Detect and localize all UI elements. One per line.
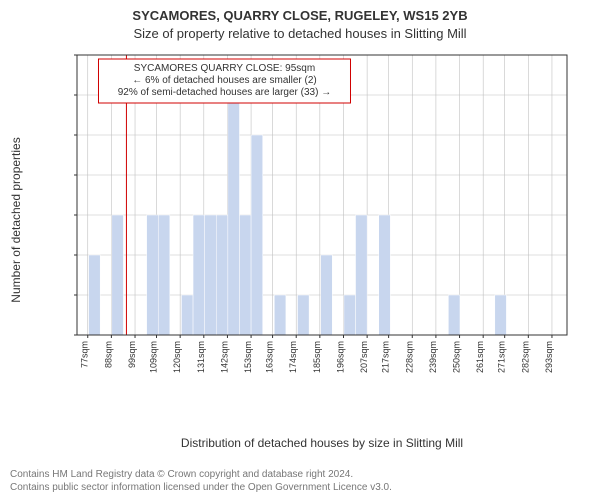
svg-text:239sqm: 239sqm — [428, 341, 438, 373]
histogram-bar — [205, 215, 217, 335]
annotation-line: 92% of semi-detached houses are larger (… — [118, 87, 331, 98]
svg-text:293sqm: 293sqm — [544, 341, 554, 373]
footer-line1: Contains HM Land Registry data © Crown c… — [10, 468, 392, 481]
histogram-bar — [112, 215, 124, 335]
svg-text:174sqm: 174sqm — [288, 341, 298, 373]
svg-text:163sqm: 163sqm — [265, 341, 275, 373]
svg-text:77sqm: 77sqm — [80, 341, 90, 368]
y-axis-label: Number of detached properties — [9, 137, 23, 302]
histogram-bar — [274, 295, 286, 335]
svg-text:261sqm: 261sqm — [475, 341, 485, 373]
histogram-bar — [228, 95, 240, 335]
histogram-chart: 0123456777sqm88sqm99sqm109sqm120sqm131sq… — [72, 50, 572, 390]
histogram-bar — [356, 215, 368, 335]
chart-svg: 0123456777sqm88sqm99sqm109sqm120sqm131sq… — [72, 50, 572, 390]
chart-title-line2: Size of property relative to detached ho… — [0, 26, 600, 41]
histogram-bar — [193, 215, 205, 335]
svg-text:217sqm: 217sqm — [381, 341, 391, 373]
svg-text:185sqm: 185sqm — [312, 341, 322, 373]
histogram-bar — [89, 255, 101, 335]
svg-text:196sqm: 196sqm — [335, 341, 345, 373]
svg-text:153sqm: 153sqm — [243, 341, 253, 373]
footer-attribution: Contains HM Land Registry data © Crown c… — [10, 468, 392, 494]
histogram-bar — [344, 295, 356, 335]
histogram-bar — [147, 215, 159, 335]
svg-text:88sqm: 88sqm — [103, 341, 113, 368]
footer-line2: Contains public sector information licen… — [10, 481, 392, 494]
svg-text:250sqm: 250sqm — [452, 341, 462, 373]
svg-text:207sqm: 207sqm — [359, 341, 369, 373]
chart-title-line1: SYCAMORES, QUARRY CLOSE, RUGELEY, WS15 2… — [0, 8, 600, 23]
svg-text:282sqm: 282sqm — [520, 341, 530, 373]
annotation-line: SYCAMORES QUARRY CLOSE: 95sqm — [134, 63, 315, 74]
histogram-bar — [379, 215, 391, 335]
chart-container: SYCAMORES, QUARRY CLOSE, RUGELEY, WS15 2… — [0, 0, 600, 500]
svg-text:109sqm: 109sqm — [149, 341, 159, 373]
svg-text:99sqm: 99sqm — [127, 341, 137, 368]
histogram-bar — [239, 215, 251, 335]
histogram-bar — [181, 295, 193, 335]
svg-text:131sqm: 131sqm — [196, 341, 206, 373]
histogram-bar — [251, 135, 263, 335]
histogram-bar — [298, 295, 310, 335]
histogram-bar — [216, 215, 228, 335]
histogram-bar — [495, 295, 507, 335]
svg-text:228sqm: 228sqm — [404, 341, 414, 373]
histogram-bar — [321, 255, 333, 335]
x-axis-label: Distribution of detached houses by size … — [72, 436, 572, 450]
svg-text:120sqm: 120sqm — [172, 341, 182, 373]
histogram-bar — [448, 295, 460, 335]
annotation-line: ← 6% of detached houses are smaller (2) — [132, 75, 317, 86]
svg-text:142sqm: 142sqm — [219, 341, 229, 373]
svg-text:271sqm: 271sqm — [497, 341, 507, 373]
histogram-bar — [158, 215, 170, 335]
